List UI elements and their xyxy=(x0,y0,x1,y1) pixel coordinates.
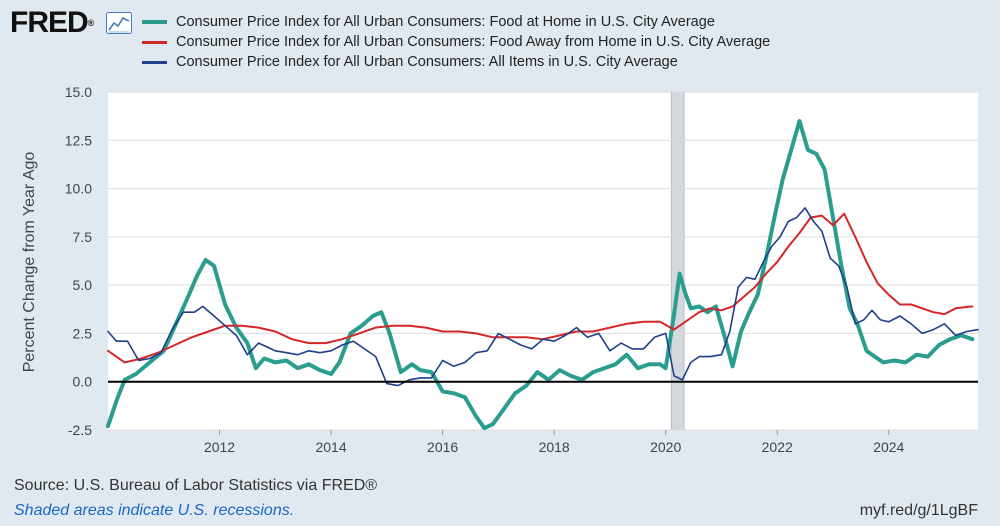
x-tick-label: 2016 xyxy=(427,439,458,455)
x-tick-label: 2020 xyxy=(650,439,681,455)
fred-logo[interactable]: FRED® xyxy=(10,6,94,40)
x-tick-label: 2024 xyxy=(873,439,904,455)
legend-label-food-at-home: Consumer Price Index for All Urban Consu… xyxy=(176,14,715,30)
legend-item-all-items[interactable]: Consumer Price Index for All Urban Consu… xyxy=(142,52,770,72)
short-url[interactable]: myf.red/g/1LgBF xyxy=(859,502,978,519)
y-tick-label: 0.0 xyxy=(73,374,93,390)
plot-background xyxy=(108,92,978,430)
y-tick-label: 15.0 xyxy=(65,84,92,100)
y-tick-label: 2.5 xyxy=(73,325,93,341)
y-tick-label: 12.5 xyxy=(65,132,92,148)
plot-area xyxy=(108,92,978,430)
fred-logo-text: FRED xyxy=(10,6,89,39)
legend-label-food-away: Consumer Price Index for All Urban Consu… xyxy=(176,34,771,50)
series-line-all-items xyxy=(107,207,979,387)
x-tick-label: 2014 xyxy=(315,439,346,455)
axes: -2.5 0.0 2.5 5.0 7.5 10.0 12.5 15.0 2012 2014 2016… xyxy=(65,84,978,455)
chart-legend: Consumer Price Index for All Urban Consu… xyxy=(142,12,770,72)
series-line-food-away xyxy=(107,212,974,364)
x-tick-label: 2022 xyxy=(762,439,793,455)
gridlines xyxy=(108,91,978,435)
y-tick-label: -2.5 xyxy=(68,422,92,438)
x-tick-label: 2018 xyxy=(539,439,570,455)
legend-item-food-at-home[interactable]: Consumer Price Index for All Urban Consu… xyxy=(142,12,770,32)
series-line-food-at-home xyxy=(106,119,975,431)
source-attribution: Source: U.S. Bureau of Labor Statistics … xyxy=(14,477,378,494)
legend-label-all-items: Consumer Price Index for All Urban Consu… xyxy=(176,54,678,70)
legend-swatch-food-away xyxy=(142,40,167,44)
y-axis-title: Percent Change from Year Ago xyxy=(21,152,38,373)
x-tick-label: 2012 xyxy=(204,439,235,455)
line-graph-icon[interactable] xyxy=(106,12,132,34)
recession-note[interactable]: Shaded areas indicate U.S. recessions. xyxy=(14,502,295,519)
y-tick-label: 7.5 xyxy=(73,229,93,245)
series-lines xyxy=(106,119,979,431)
fred-logo-registered-mark: ® xyxy=(87,18,95,28)
legend-item-food-away[interactable]: Consumer Price Index for All Urban Consu… xyxy=(142,32,770,52)
y-tick-label: 5.0 xyxy=(73,277,93,293)
y-tick-label: 10.0 xyxy=(65,181,92,197)
cpi-line-chart: -2.5 0.0 2.5 5.0 7.5 10.0 12.5 15.0 2012 2014 2016… xyxy=(21,84,979,455)
legend-swatch-all-items xyxy=(142,60,167,64)
legend-swatch-food-at-home xyxy=(142,20,167,24)
